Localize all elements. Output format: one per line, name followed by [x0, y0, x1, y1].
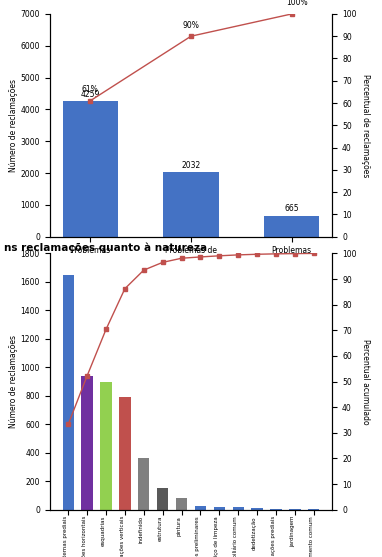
Bar: [195, 506, 206, 510]
Text: 4259: 4259: [81, 90, 100, 99]
Y-axis label: Número de reclamações: Número de reclamações: [9, 79, 18, 172]
Bar: [81, 376, 93, 510]
Text: 90%: 90%: [183, 21, 199, 30]
Bar: [63, 101, 118, 237]
Y-axis label: Percentual acumulado: Percentual acumulado: [361, 339, 370, 424]
Bar: [138, 458, 149, 510]
Y-axis label: Percentual de reclamações: Percentual de reclamações: [361, 74, 370, 177]
Bar: [119, 397, 131, 510]
Y-axis label: Número de reclamações: Número de reclamações: [9, 335, 18, 428]
Bar: [214, 506, 225, 510]
Text: 2032: 2032: [181, 160, 201, 169]
Bar: [270, 509, 282, 510]
Bar: [63, 275, 74, 510]
Text: ns reclamações quanto à natureza: ns reclamações quanto à natureza: [4, 242, 207, 253]
Bar: [264, 216, 319, 237]
Text: 665: 665: [285, 204, 299, 213]
Text: 100%: 100%: [286, 0, 308, 7]
Bar: [100, 382, 112, 510]
Text: 61%: 61%: [82, 85, 99, 94]
Bar: [157, 488, 168, 510]
Bar: [251, 508, 263, 510]
Bar: [163, 172, 219, 237]
Bar: [289, 509, 301, 510]
Bar: [176, 499, 187, 510]
Bar: [233, 507, 244, 510]
